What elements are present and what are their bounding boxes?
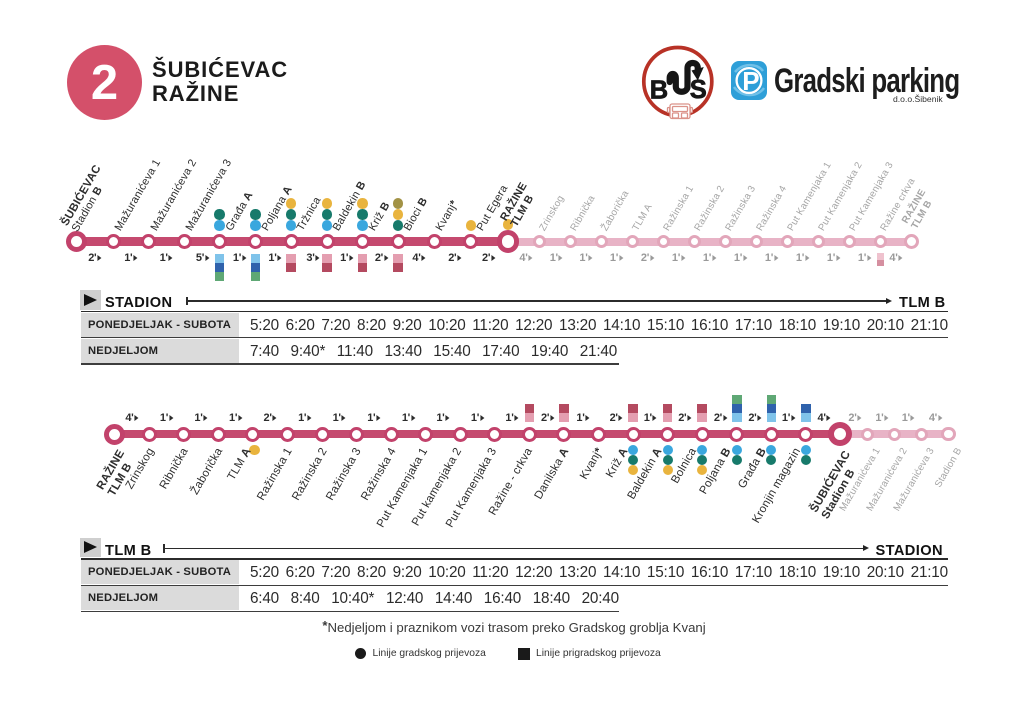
svg-text:S: S [690,76,707,104]
svg-text:P: P [742,66,759,96]
svg-text:B: B [650,76,668,104]
